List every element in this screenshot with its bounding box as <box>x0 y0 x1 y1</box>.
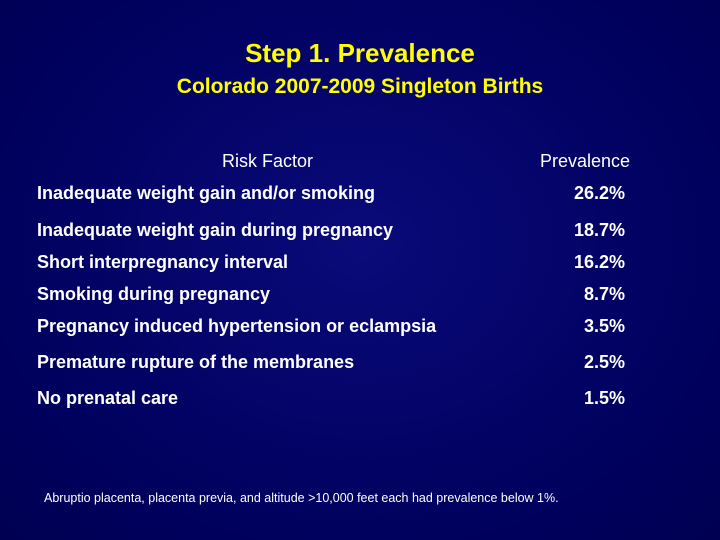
table-row: Pregnancy induced hypertension or eclamp… <box>0 315 720 339</box>
table-row: Premature rupture of the membranes 2.5% <box>0 351 720 375</box>
risk-factor-label: Short interpregnancy interval <box>37 252 289 272</box>
slide-title: Step 1. Prevalence <box>245 38 475 68</box>
risk-factor-label: Inadequate weight gain during pregnancy <box>37 220 394 240</box>
risk-factor-label: No prenatal care <box>37 388 179 408</box>
footnote: Abruptio placenta, placenta previa, and … <box>44 491 559 505</box>
table-row: Smoking during pregnancy 8.7% <box>0 283 720 307</box>
table-row: Short interpregnancy interval 16.2% <box>0 251 720 275</box>
table-row: No prenatal care 1.5% <box>0 387 720 411</box>
table-row: Inadequate weight gain and/or smoking 26… <box>0 182 720 206</box>
prevalence-value: 16.2% <box>573 252 625 272</box>
prevalence-value: 2.5% <box>583 352 625 372</box>
table-row: Inadequate weight gain during pregnancy … <box>0 219 720 243</box>
slide-subtitle: Colorado 2007-2009 Singleton Births <box>176 75 544 98</box>
risk-factor-label: Premature rupture of the membranes <box>37 352 355 372</box>
prevalence-value: 26.2% <box>573 183 625 203</box>
risk-factor-label: Inadequate weight gain and/or smoking <box>37 183 376 203</box>
risk-factor-label: Smoking during pregnancy <box>37 284 271 304</box>
risk-factor-header: Risk Factor <box>222 151 314 171</box>
prevalence-value: 8.7% <box>583 284 625 304</box>
prevalence-value: 1.5% <box>583 388 625 408</box>
prevalence-value: 18.7% <box>573 220 625 240</box>
risk-factor-label: Pregnancy induced hypertension or eclamp… <box>37 316 437 336</box>
prevalence-header: Prevalence <box>540 151 631 171</box>
prevalence-value: 3.5% <box>583 316 625 336</box>
